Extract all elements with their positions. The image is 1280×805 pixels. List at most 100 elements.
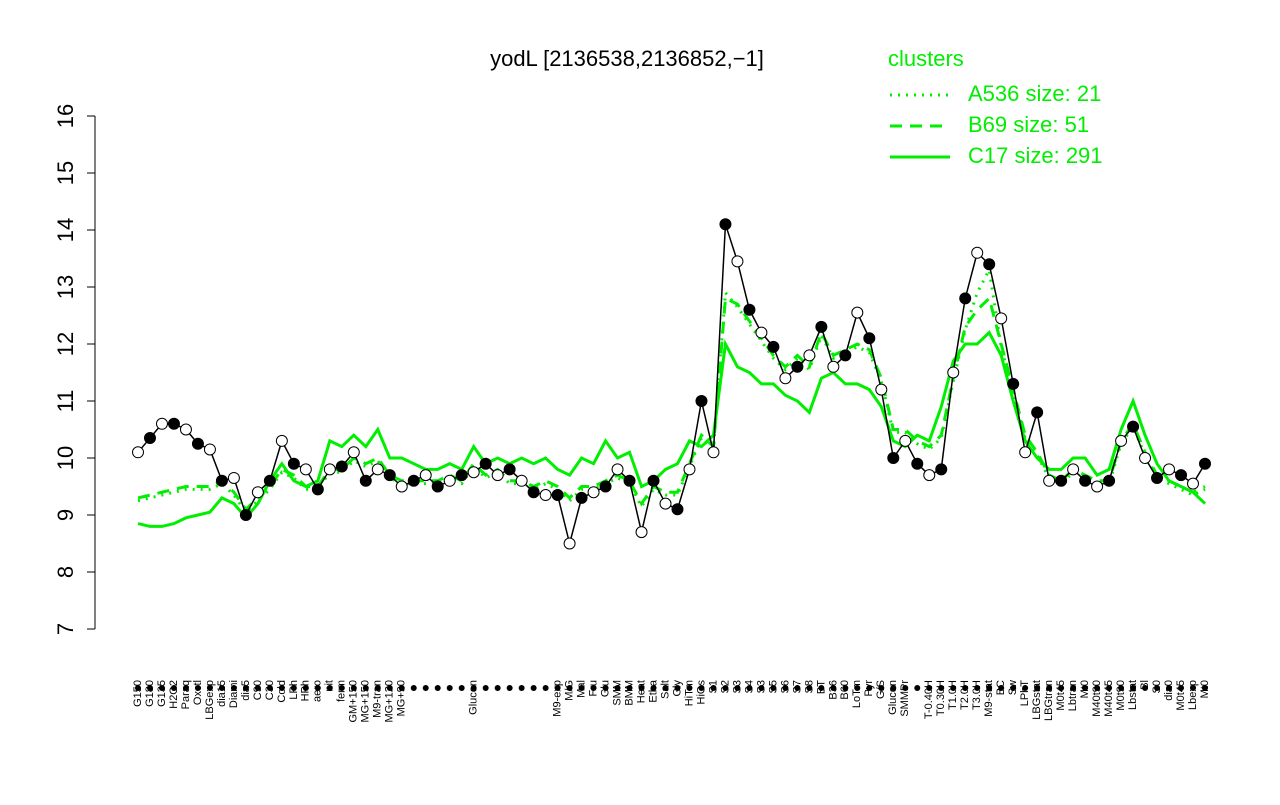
x-tick-label: Fru	[587, 680, 599, 697]
x-tick-label: MG+150	[360, 680, 372, 723]
x-tick-dot	[146, 685, 153, 691]
data-point	[1019, 446, 1032, 459]
data-point	[911, 457, 924, 470]
data-point	[395, 480, 408, 493]
x-tick-dot	[410, 685, 417, 691]
x-tick-dot	[890, 685, 897, 691]
data-point	[1031, 406, 1044, 419]
x-tick-dot	[686, 685, 693, 691]
x-tick-dot	[710, 685, 717, 691]
x-tick-label: Sw	[1007, 680, 1019, 695]
x-tick-dot	[266, 685, 273, 691]
data-point	[299, 463, 312, 476]
x-tick-dot	[1034, 685, 1041, 691]
x-tick-dot	[158, 685, 165, 691]
data-point	[839, 349, 852, 362]
data-point	[167, 417, 180, 430]
data-point	[347, 446, 360, 459]
x-tick-label: LBGstat	[1031, 680, 1043, 720]
x-tick-dot	[494, 685, 501, 691]
y-tick-label: 8	[53, 566, 78, 578]
data-point	[1103, 474, 1116, 487]
x-tick-label: Bl	[1139, 680, 1151, 690]
data-point	[827, 360, 840, 373]
data-point	[431, 480, 444, 493]
data-point	[479, 457, 492, 470]
data-point	[863, 332, 876, 345]
x-tick-dot	[674, 685, 681, 691]
x-tick-label: T-0.40H	[923, 680, 935, 719]
data-point	[1091, 480, 1104, 493]
data-point	[659, 497, 672, 510]
x-tick-dot	[1106, 685, 1113, 691]
data-point	[647, 474, 660, 487]
data-point	[443, 474, 456, 487]
x-tick-dot	[578, 685, 585, 691]
data-point	[527, 486, 540, 499]
x-tick-dot	[254, 685, 261, 691]
x-tick-dot	[626, 685, 633, 691]
x-tick-label: Gly	[671, 680, 683, 697]
data-point	[779, 372, 792, 385]
x-tick-label: HiTm	[683, 680, 695, 706]
x-tick-dot	[770, 685, 777, 691]
data-point	[491, 469, 504, 482]
x-tick-label: Cold	[276, 680, 288, 703]
x-tick-dot	[806, 685, 813, 691]
x-tick-dot	[794, 685, 801, 691]
data-point	[1127, 420, 1140, 433]
x-tick-dot	[1154, 685, 1161, 691]
data-point	[1163, 463, 1176, 476]
x-tick-dot	[782, 685, 789, 691]
y-tick-label: 9	[53, 509, 78, 521]
data-point	[743, 303, 756, 316]
x-tick-label: G135	[156, 680, 168, 707]
y-tick-label: 11	[53, 390, 78, 413]
x-tick-label: Lbtran	[1067, 680, 1079, 711]
data-point	[767, 340, 780, 353]
x-tick-dot	[194, 685, 201, 691]
x-tick-dot	[602, 685, 609, 691]
data-point	[599, 480, 612, 493]
data-point	[1139, 452, 1152, 464]
x-tick-dot	[926, 685, 933, 691]
x-tick-dot	[1058, 685, 1065, 691]
x-tick-dot	[854, 685, 861, 691]
x-tick-label: Diami	[228, 680, 240, 708]
data-point	[371, 463, 384, 476]
x-tick-label: Lbstat	[1127, 680, 1139, 710]
x-tick-dot	[1046, 685, 1053, 691]
x-tick-dot	[302, 685, 309, 691]
data-point	[1079, 474, 1092, 487]
x-tick-dot	[746, 685, 753, 691]
x-tick-label: S0	[1151, 680, 1163, 693]
x-tick-label: G180	[144, 680, 156, 707]
x-tick-label: C90	[252, 680, 264, 700]
x-tick-label: Mal	[575, 680, 587, 698]
x-tick-label: M0t45	[1175, 680, 1187, 711]
x-tick-dot	[290, 685, 297, 691]
x-tick-dot	[638, 685, 645, 691]
x-tick-dot	[482, 685, 489, 691]
data-point	[575, 491, 588, 504]
x-tick-dot	[422, 685, 429, 691]
x-tick-label: M9-tran	[372, 680, 384, 718]
x-tick-label: nit	[324, 680, 336, 692]
x-tick-label: T0.30H	[935, 680, 947, 716]
x-tick-dot	[1022, 685, 1029, 691]
x-tick-dot	[518, 685, 525, 691]
data-point	[239, 509, 252, 521]
x-tick-dot	[650, 685, 657, 691]
data-point	[719, 218, 732, 231]
data-point	[887, 452, 900, 464]
data-point	[323, 463, 336, 476]
data-point	[251, 486, 264, 499]
x-tick-dot	[278, 685, 285, 691]
x-tick-label: M9-exp	[552, 680, 564, 717]
x-tick-dot	[614, 685, 621, 691]
cluster-line	[137, 295, 1206, 512]
x-tick-label: ferm	[336, 680, 348, 702]
legend-title: clusters	[888, 46, 964, 71]
x-tick-label: G150	[132, 680, 144, 707]
